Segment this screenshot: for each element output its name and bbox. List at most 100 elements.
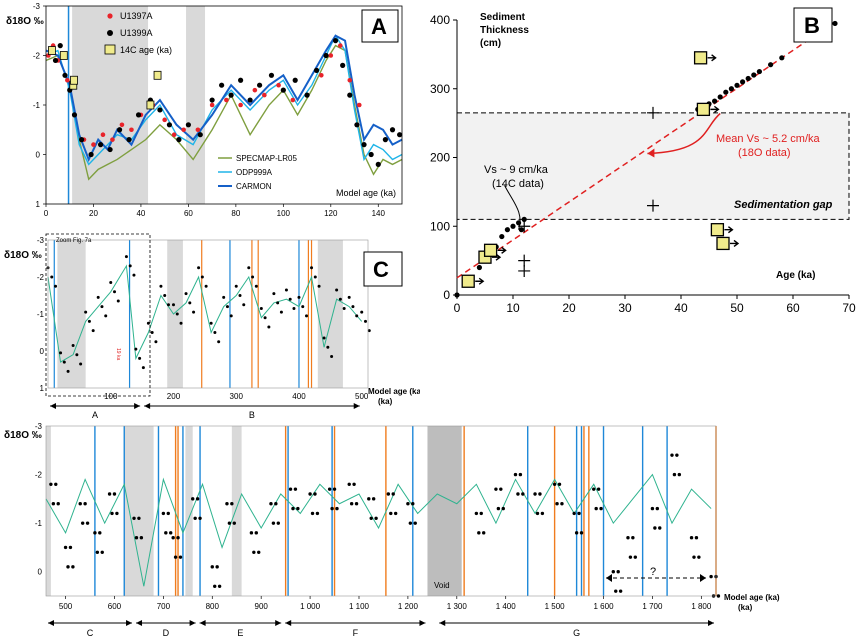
panel-d-xtick-label: 1 800 xyxy=(691,602,712,611)
panel-a-point-u1399a xyxy=(238,77,244,83)
panel-d-xtick-label: 900 xyxy=(255,602,269,611)
panel-b-ytick-label: 100 xyxy=(430,219,450,233)
panel-c-ytick-label: 1 xyxy=(40,384,45,393)
panel-d-point xyxy=(658,526,662,530)
panel-d-point xyxy=(293,487,298,491)
panel-c-point xyxy=(184,292,188,296)
panel-d-point xyxy=(518,472,523,477)
panel-d-xlabel-unit: (ka) xyxy=(738,603,753,612)
panel-a-point-14c xyxy=(48,46,56,55)
panel-d-point xyxy=(63,545,68,550)
panel-d-point xyxy=(670,453,674,457)
legend-u1399a: U1399A xyxy=(120,28,153,38)
panel-c-xtick-label: 100 xyxy=(104,392,118,401)
panel-d-point xyxy=(95,550,100,554)
panel-d-point xyxy=(110,511,114,516)
panel-b-mean-sub: (18O data) xyxy=(738,147,791,159)
panel-a-point-u1397a xyxy=(110,137,115,142)
panel-d-ylabel: δ18O ‰ xyxy=(4,430,42,441)
panel-a-xtick-label: 120 xyxy=(324,209,338,218)
panel-d-point xyxy=(164,531,168,535)
panel-b-point-14c xyxy=(693,51,708,65)
panel-d-point xyxy=(313,492,317,496)
panel-b-ytick-label: 300 xyxy=(430,82,450,96)
panel-d-point xyxy=(80,521,85,525)
panel-c-point xyxy=(100,305,104,309)
panel-c-point xyxy=(138,356,142,360)
panel-d-point xyxy=(535,511,540,516)
panel-a-point-u1399a xyxy=(397,132,403,138)
panel-c-xlabel: Model age (ka) xyxy=(368,387,420,396)
panel-b-xtick-label: 20 xyxy=(562,301,576,315)
panel-c-ylabel: δ18O ‰ xyxy=(4,250,42,261)
panel-c-zoom-label: Zoom Fig. 7a xyxy=(56,238,92,244)
panel-b-point-cross xyxy=(647,106,659,119)
panel-a-point-u1399a xyxy=(116,127,123,133)
panel-c-letter: C xyxy=(373,257,389,282)
panel-d-point xyxy=(577,511,581,516)
chart-panel-d: δ18O ‰ Void ? 500 600 700 800 900 1 000 1 100 1… xyxy=(4,422,780,638)
panel-b-xtick-label: 50 xyxy=(730,301,744,315)
panel-b-point-18o xyxy=(516,220,522,226)
panel-d-point xyxy=(227,521,232,525)
panel-c-ytick-label: -1 xyxy=(37,310,45,319)
panel-c-shade-2 xyxy=(317,240,343,388)
legend-u1397a-marker xyxy=(107,13,113,19)
panel-d-point xyxy=(631,536,635,540)
panel-b-point-18o xyxy=(454,292,460,298)
panel-c-point xyxy=(113,290,117,294)
panel-c-point xyxy=(272,292,276,296)
panel-a-point-u1399a xyxy=(247,97,253,103)
panel-a-point-u1399a xyxy=(166,122,173,128)
panel-d-point xyxy=(533,492,537,496)
panel-d-point xyxy=(560,502,564,506)
panel-a-point-u1399a xyxy=(389,127,396,133)
panel-d-point xyxy=(56,502,60,506)
panel-d-point xyxy=(330,506,334,511)
panel-c-point xyxy=(360,310,364,314)
panel-a-point-u1397a xyxy=(129,127,134,133)
panel-d-point xyxy=(161,511,166,516)
panel-b-point-14c xyxy=(696,102,711,117)
panel-a-point-u1399a xyxy=(157,107,163,113)
panel-b-point-18o xyxy=(745,75,751,82)
panel-a-point-u1399a xyxy=(347,92,353,98)
panel-d-point xyxy=(332,487,337,491)
panel-b-point-14c-arrow xyxy=(497,246,507,254)
panel-d-point xyxy=(308,492,312,496)
panel-d-point xyxy=(672,472,677,477)
panel-d-point xyxy=(274,502,278,506)
panel-d-point xyxy=(176,536,180,540)
panel-d-point xyxy=(173,555,178,559)
panel-a-point-u1397a xyxy=(276,82,281,88)
panel-a-point-u1399a xyxy=(361,142,367,148)
panel-a-point-14c xyxy=(153,70,162,80)
panel-a-point-u1397a xyxy=(119,122,125,128)
panel-b-vs-arrow xyxy=(504,185,521,230)
panel-d-point xyxy=(393,511,398,516)
panel-c-point xyxy=(310,266,314,270)
panel-b-mean-label: Mean Vs ~ 5.2 cm/ka xyxy=(716,133,821,145)
panel-d-xtick-label: 1 300 xyxy=(447,602,468,611)
panel-d-point xyxy=(193,516,197,520)
panel-c-point xyxy=(192,310,196,314)
panel-d-point xyxy=(257,550,261,554)
panel-b-letter-box xyxy=(793,7,833,43)
panel-d-point xyxy=(85,521,90,525)
panel-d-point xyxy=(499,487,503,491)
panel-c-series-lr05 xyxy=(47,264,363,363)
panel-d-point xyxy=(694,536,699,540)
panel-a-ytick-label: -3 xyxy=(33,2,41,11)
panel-a-point-14c xyxy=(70,75,78,85)
panel-b-point-14c xyxy=(461,274,475,288)
panel-c-segment-label: A xyxy=(92,410,98,420)
panel-c-point xyxy=(247,266,251,270)
panel-c-point xyxy=(335,288,339,292)
panel-a-point-u1397a xyxy=(91,142,96,147)
panel-b-point-18o xyxy=(734,82,740,88)
panel-b-point-18o xyxy=(518,227,524,233)
panel-b-point-18o xyxy=(712,98,718,104)
panel-b-xtick-label: 40 xyxy=(674,301,688,315)
panel-d-point xyxy=(51,502,56,506)
panel-d-point xyxy=(215,565,219,569)
